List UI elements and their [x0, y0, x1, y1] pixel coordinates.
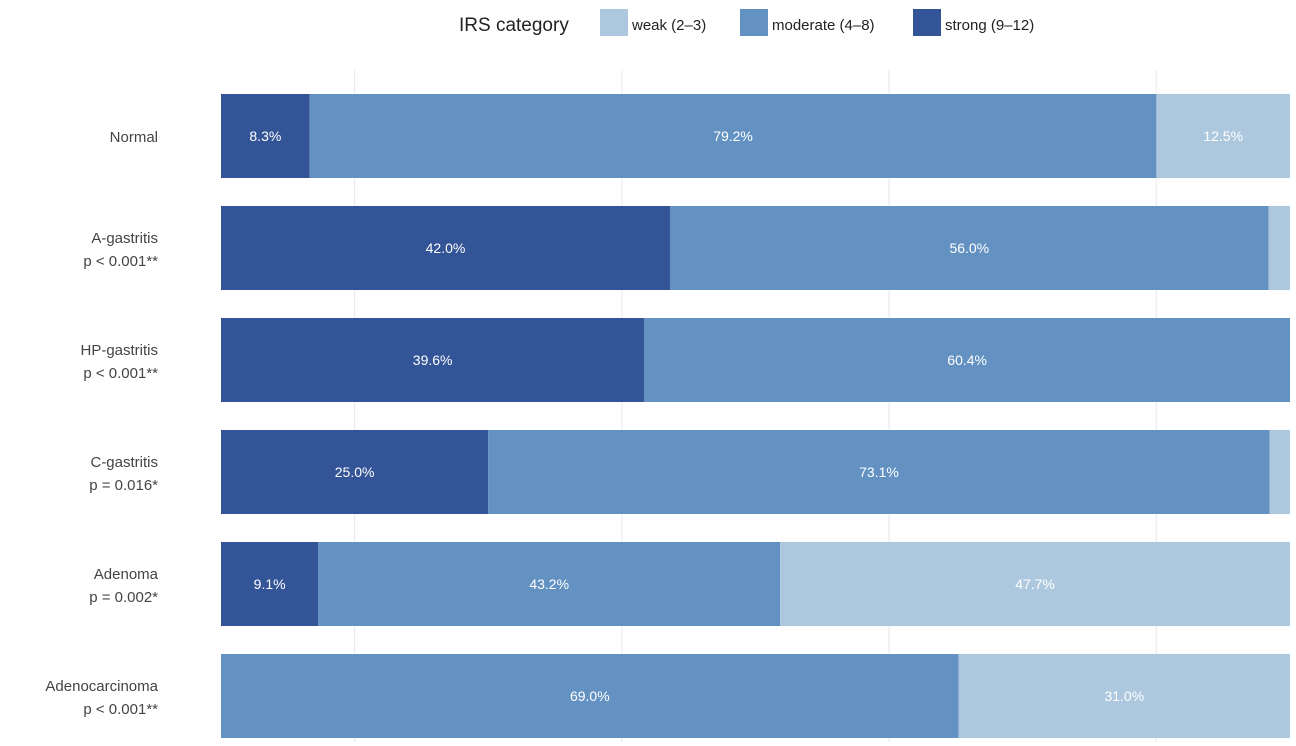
bar-segment-moderate: [488, 430, 1270, 514]
category-name: HP-gastritis: [80, 342, 158, 359]
bar-segment-moderate: [644, 318, 1290, 402]
data-label: 43.2%: [529, 576, 569, 592]
legend-swatch-weak: [600, 9, 628, 36]
legend-swatch-strong: [913, 9, 941, 36]
bar-segment-strong: [221, 318, 645, 402]
bar-segment-moderate: [669, 206, 1269, 290]
legend-label-moderate: moderate (4–8): [772, 17, 875, 34]
data-label: 69.0%: [570, 688, 610, 704]
category-pvalue: p = 0.016*: [89, 477, 158, 494]
category-name: Normal: [110, 129, 158, 146]
data-label: 79.2%: [713, 128, 753, 144]
category-name: C-gastritis: [90, 454, 158, 471]
bars: 8.3% 79.2% 12.5% 42.0% 56.0% 39.6% 60.4% 25.0% 7…: [221, 94, 1290, 738]
legend-label-weak: weak (2–3): [631, 17, 706, 34]
category-label: C-gastritis p = 0.016*: [89, 454, 158, 494]
category-pvalue: p < 0.001**: [83, 253, 158, 270]
bar-segment-strong: [221, 94, 310, 178]
category-name: Adenocarcinoma: [45, 678, 158, 695]
category-name: Adenoma: [94, 566, 159, 583]
data-label: 73.1%: [859, 464, 899, 480]
data-label: 12.5%: [1203, 128, 1243, 144]
category-pvalue: p = 0.002*: [89, 589, 158, 606]
category-pvalue: p < 0.001**: [83, 701, 158, 718]
data-label: 8.3%: [249, 128, 281, 144]
category-label: A-gastritis p < 0.001**: [83, 230, 158, 270]
data-label: 56.0%: [949, 240, 989, 256]
bar-segment-weak: [1269, 430, 1290, 514]
bar-segment-moderate: [221, 654, 959, 738]
category-label: Normal: [110, 129, 158, 146]
bar-segment-strong: [221, 430, 489, 514]
bar-segment-moderate: [309, 94, 1157, 178]
bar-segment-moderate: [318, 542, 781, 626]
bar-segment-weak: [958, 654, 1290, 738]
category-label: Adenoma p = 0.002*: [89, 566, 158, 606]
bar-segment-weak: [1156, 94, 1290, 178]
category-name: A-gastritis: [91, 230, 158, 247]
category-label: Adenocarcinoma p < 0.001**: [45, 678, 158, 718]
legend-label-strong: strong (9–12): [945, 17, 1034, 34]
legend-swatch-moderate: [740, 9, 768, 36]
data-label: 47.7%: [1015, 576, 1055, 592]
grid-lines: [354, 70, 1157, 742]
category-label: HP-gastritis p < 0.001**: [80, 342, 158, 382]
bar-segment-strong: [221, 542, 319, 626]
data-label: 39.6%: [413, 352, 453, 368]
legend-title: IRS category: [459, 15, 569, 36]
legend: IRS category weak (2–3) moderate (4–8) str…: [459, 9, 1034, 36]
data-label: 25.0%: [335, 464, 375, 480]
data-label: 42.0%: [426, 240, 466, 256]
data-label: 60.4%: [947, 352, 987, 368]
category-pvalue: p < 0.001**: [83, 365, 158, 382]
bar-segment-strong: [221, 206, 670, 290]
data-label: 9.1%: [254, 576, 286, 592]
data-label: 31.0%: [1104, 688, 1144, 704]
bar-segment-weak: [780, 542, 1290, 626]
bar-segment-weak: [1268, 206, 1290, 290]
